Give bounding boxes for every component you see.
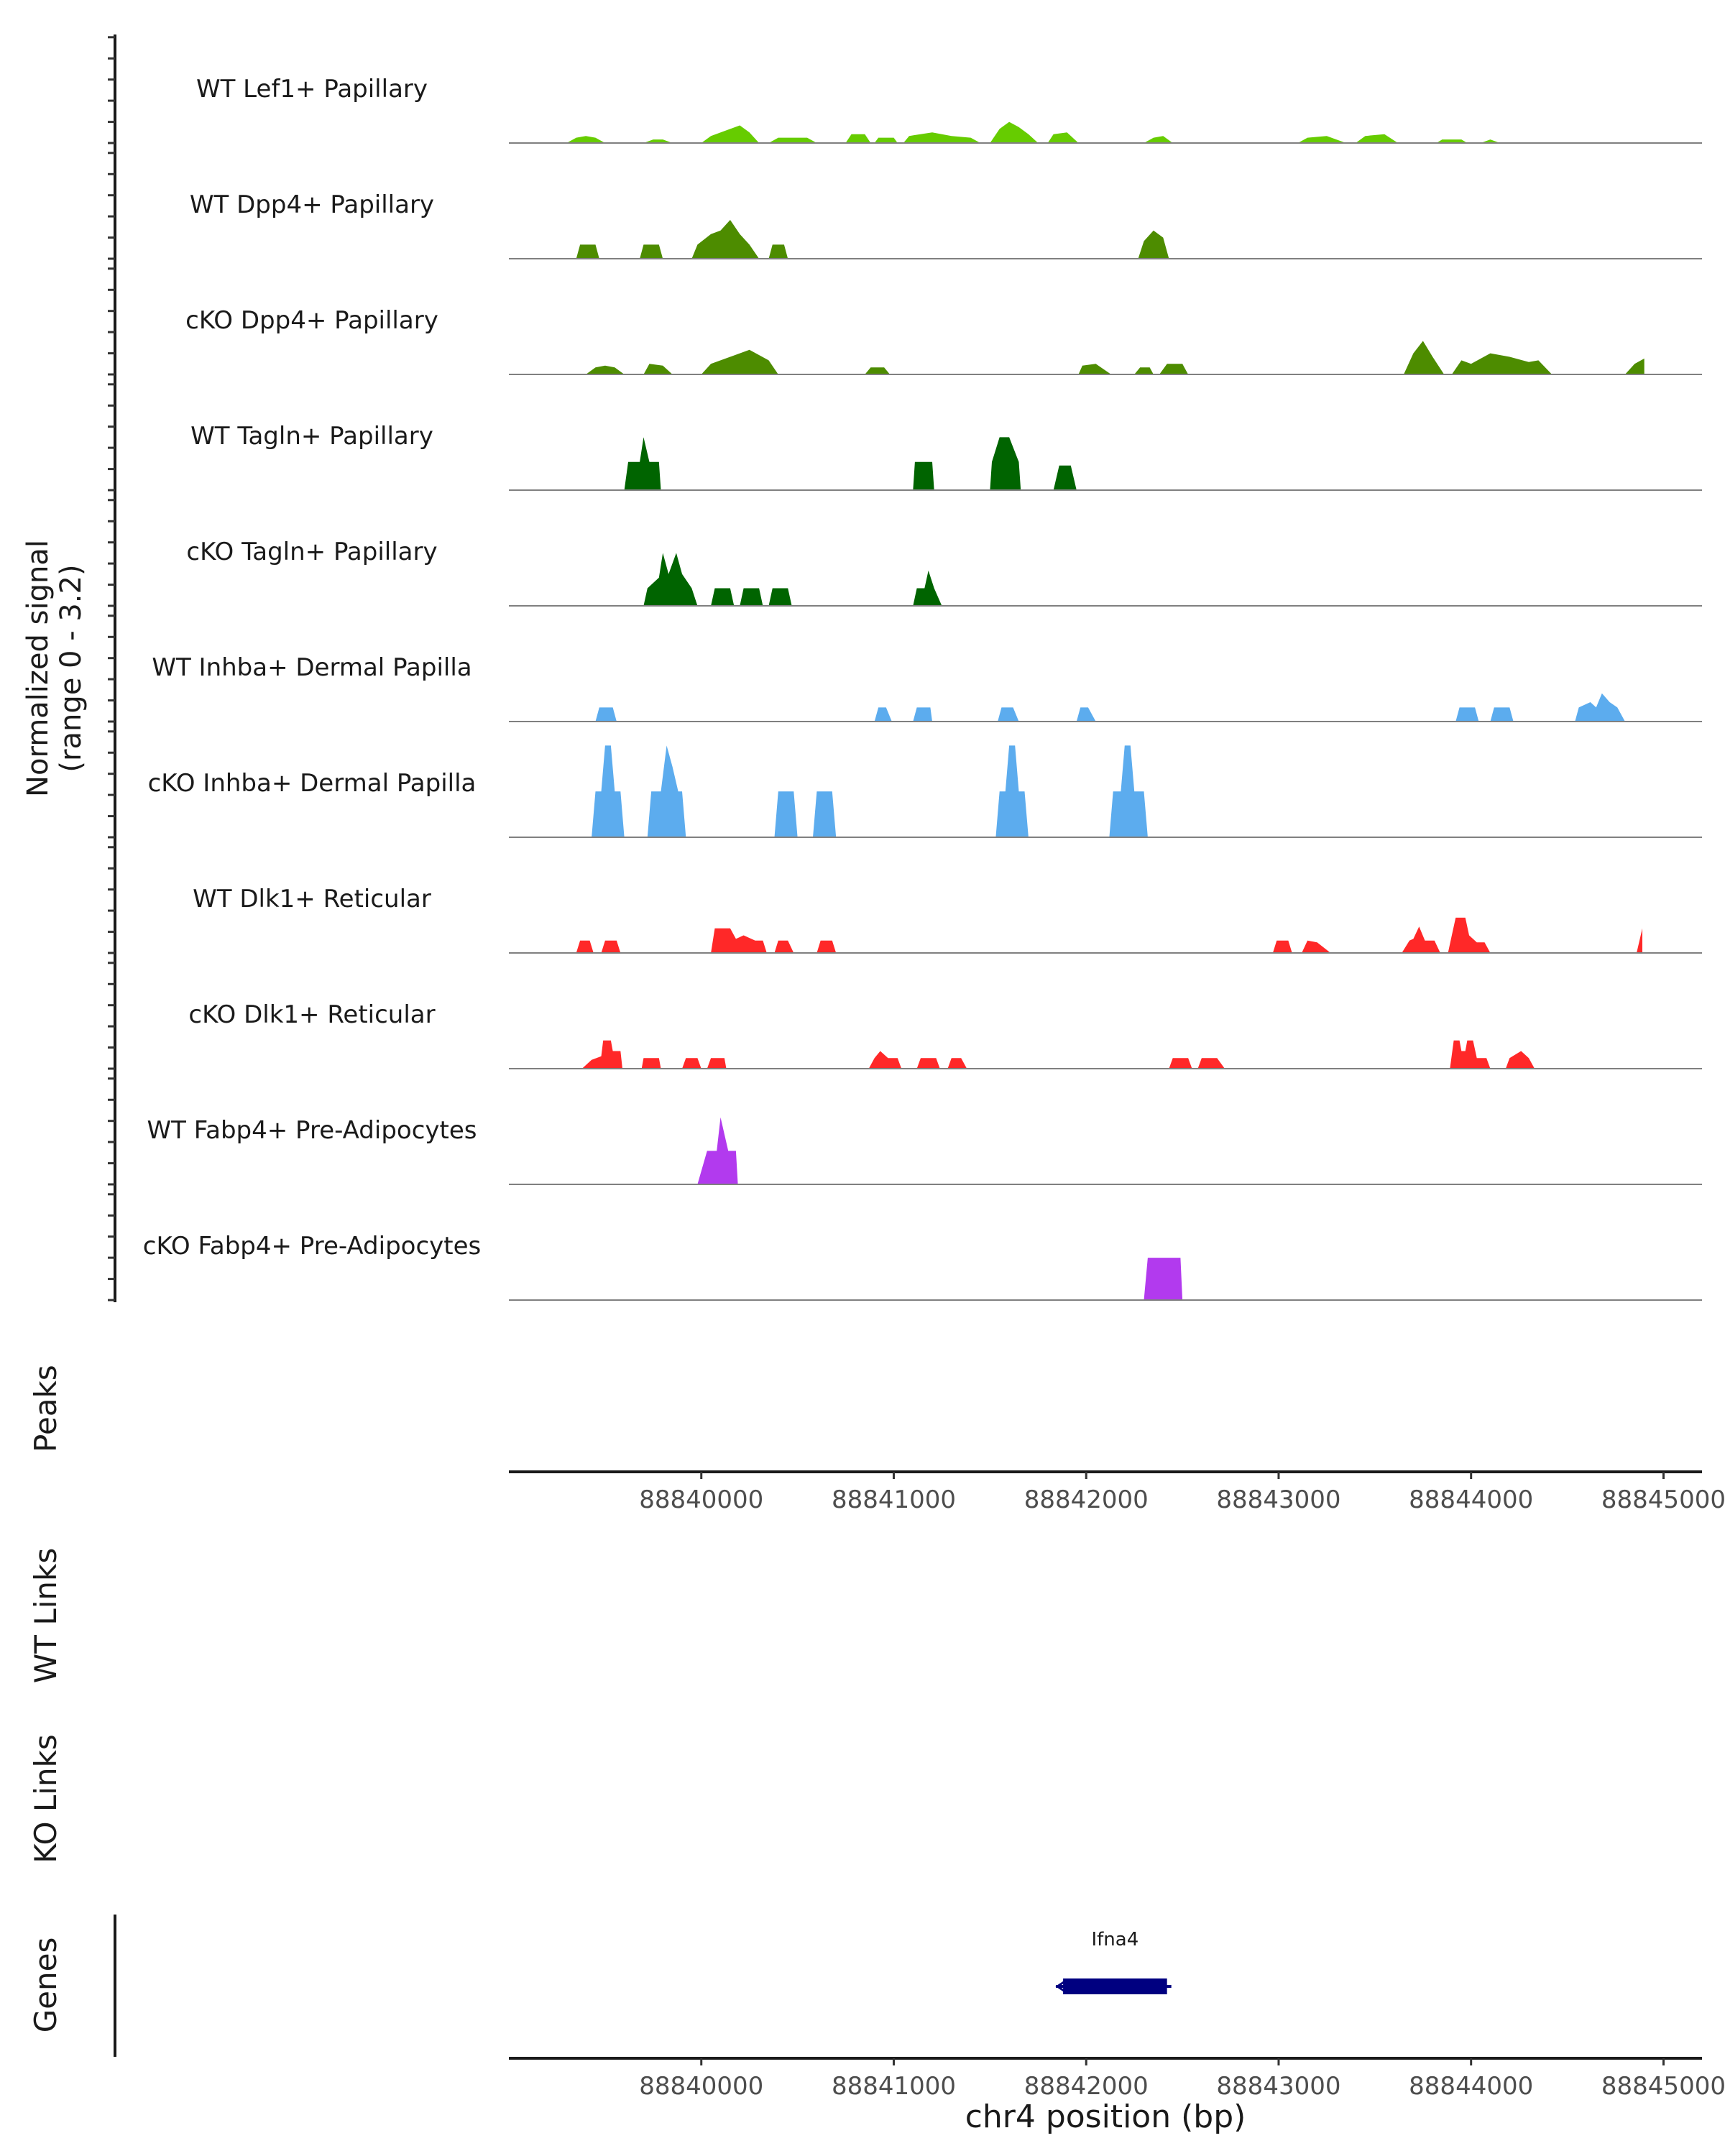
coverage-area-wt-inhba-dermal-papilla — [595, 693, 1702, 722]
track-label: WT Fabp4+ Pre-Adipocytes — [147, 1116, 477, 1145]
coverage-area-wt-tagln-papillary — [624, 437, 1702, 490]
track-cko-inhba-dermal-papilla: cKO Inhba+ Dermal Papilla — [148, 745, 1702, 838]
x-tick-label: 88841000 — [832, 2072, 956, 2101]
wt-links-track-label: WT Links — [28, 1548, 63, 1683]
track-wt-dpp4-papillary: WT Dpp4+ Papillary — [190, 190, 1703, 259]
coverage-area-cko-dlk1-reticular — [581, 1040, 1703, 1069]
x-tick-label: 88843000 — [1216, 1485, 1340, 1514]
track-label: cKO Fabp4+ Pre-Adipocytes — [143, 1232, 482, 1261]
gene-annotations: Ifna4 — [1055, 1929, 1172, 1994]
coverage-area-wt-fabp4-pre-adipocytes — [697, 1117, 1702, 1184]
x-tick-label: 88843000 — [1216, 2072, 1340, 2101]
coverage-tracks: WT Lef1+ Papillary WT Dpp4+ Papillary cKO … — [143, 75, 1703, 1301]
x-tick-label: 88840000 — [639, 1485, 763, 1514]
strand-arrow-icon — [1055, 1979, 1067, 1994]
coverage-area-cko-dpp4-papillary — [586, 341, 1702, 374]
y-axis-label-line2: (range 0 - 3.2) — [55, 564, 88, 772]
coverage-area-wt-lef1-papillary — [566, 121, 1702, 143]
peaks-x-ticks: 88840000 88841000 88842000 88843000 88844000… — [639, 1472, 1725, 1514]
track-label: WT Dlk1+ Reticular — [193, 885, 431, 913]
ko-links-track-label: KO Links — [28, 1734, 63, 1864]
x-tick-label: 88844000 — [1409, 2072, 1533, 2101]
track-label: cKO Dlk1+ Reticular — [188, 1000, 435, 1029]
coverage-area-wt-dpp4-papillary — [576, 220, 1703, 259]
genes-x-ticks: 88840000 88841000 88842000 88843000 88844000… — [639, 2058, 1725, 2101]
track-wt-tagln-papillary: WT Tagln+ Papillary — [190, 422, 1702, 491]
x-axis-title: chr4 position (bp) — [965, 2099, 1246, 2135]
track-label: WT Inhba+ Dermal Papilla — [152, 653, 472, 682]
peaks-track-label: Peaks — [28, 1365, 63, 1452]
y-axis-label-line1: Normalized signal — [22, 540, 55, 797]
genes-track-label: Genes — [28, 1938, 63, 2033]
coverage-area-cko-fabp4-pre-adipocytes — [1144, 1258, 1702, 1300]
track-label: cKO Tagln+ Papillary — [186, 538, 437, 566]
track-wt-dlk1-reticular: WT Dlk1+ Reticular — [193, 885, 1703, 954]
gene-ifna4: Ifna4 — [1055, 1929, 1172, 1994]
track-label: cKO Inhba+ Dermal Papilla — [148, 769, 477, 798]
gene-name: Ifna4 — [1091, 1929, 1138, 1950]
x-tick-label: 88842000 — [1024, 1485, 1149, 1514]
track-cko-tagln-papillary: cKO Tagln+ Papillary — [186, 538, 1702, 607]
x-tick-label: 88841000 — [832, 1485, 956, 1514]
x-tick-label: 88842000 — [1024, 2072, 1149, 2101]
x-tick-label: 88840000 — [639, 2072, 763, 2101]
track-wt-lef1-papillary: WT Lef1+ Papillary — [196, 75, 1702, 144]
coverage-area-wt-dlk1-reticular — [576, 917, 1703, 953]
track-cko-fabp4-pre-adipocytes: cKO Fabp4+ Pre-Adipocytes — [143, 1232, 1702, 1301]
x-tick-label: 88844000 — [1409, 1485, 1533, 1514]
track-label: cKO Dpp4+ Papillary — [185, 306, 438, 335]
x-tick-label: 88845000 — [1601, 2072, 1725, 2101]
coverage-y-ticks — [108, 36, 115, 1302]
track-cko-dlk1-reticular: cKO Dlk1+ Reticular — [188, 1000, 1703, 1069]
coverage-area-cko-inhba-dermal-papilla — [592, 745, 1702, 837]
x-tick-label: 88845000 — [1601, 1485, 1725, 1514]
track-wt-fabp4-pre-adipocytes: WT Fabp4+ Pre-Adipocytes — [147, 1116, 1702, 1185]
track-label: WT Lef1+ Papillary — [196, 75, 428, 103]
track-cko-dpp4-papillary: cKO Dpp4+ Papillary — [185, 306, 1702, 375]
track-label: WT Dpp4+ Papillary — [190, 190, 434, 219]
track-wt-inhba-dermal-papilla: WT Inhba+ Dermal Papilla — [152, 653, 1702, 722]
coverage-area-cko-tagln-papillary — [643, 553, 1702, 606]
track-label: WT Tagln+ Papillary — [190, 422, 433, 451]
